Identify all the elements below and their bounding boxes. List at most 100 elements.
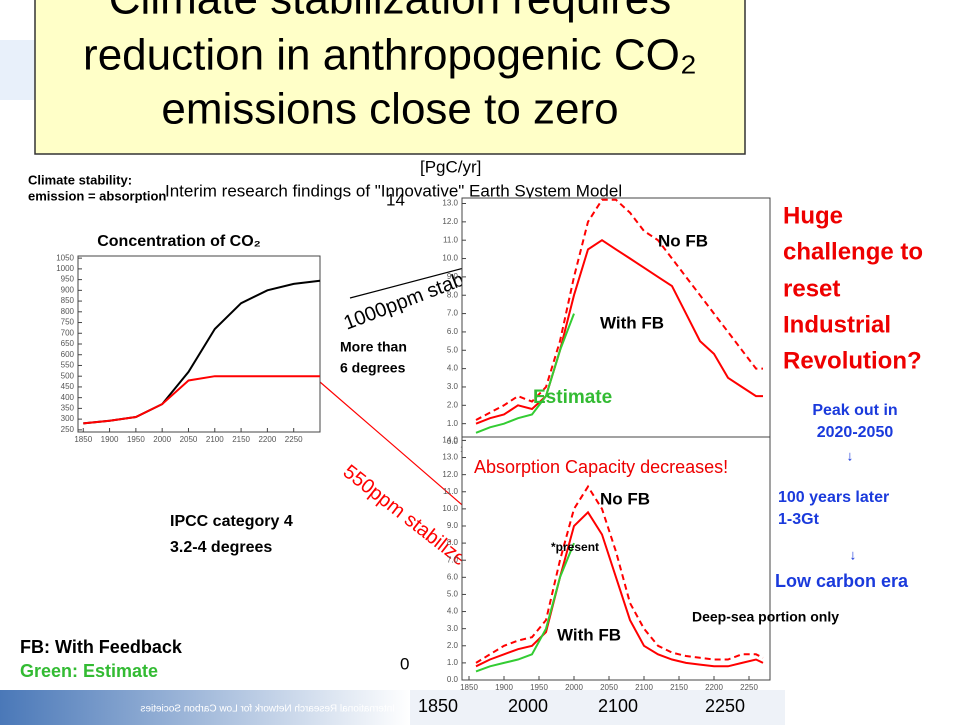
series-line — [475, 239, 763, 425]
series-line — [475, 542, 575, 673]
y-tick-label: 1.0 — [447, 658, 459, 667]
legend-note: FB: With Feedback — [20, 637, 183, 657]
challenge-line: Industrial — [783, 311, 891, 338]
y-tick-label: 3.0 — [447, 382, 459, 391]
y-tick-label: 13.0 — [442, 199, 458, 208]
chart-title: Concentration of CO₂ — [97, 233, 261, 250]
y-tick-label: 5.0 — [447, 345, 459, 354]
y-tick-label: 9.0 — [447, 521, 459, 530]
y-tick-label: 2.0 — [447, 641, 459, 650]
y-tick-label: 550 — [61, 361, 75, 370]
annotation: Deep-sea portion only — [692, 609, 839, 625]
ipcc-note: IPCC category 4 — [170, 513, 293, 530]
overlay-year: 2250 — [705, 696, 745, 716]
challenge-line: challenge to — [783, 238, 923, 265]
title-box — [34, 0, 746, 155]
x-tick-label: 2050 — [180, 435, 198, 444]
peak-line: ↓ — [847, 448, 854, 464]
y-tick-label: 2.0 — [447, 400, 459, 409]
overlay-year: 2000 — [508, 696, 548, 716]
challenge-line: Huge — [783, 202, 843, 229]
degree-note: 6 degrees — [340, 360, 406, 376]
title-line: Climate stabilization requires — [109, 0, 671, 24]
x-tick-label: 2150 — [670, 683, 688, 692]
peak-line: Peak out in — [812, 402, 897, 419]
x-tick-label: 2100 — [635, 683, 653, 692]
series-line — [475, 198, 763, 421]
y-tick-label: 12.0 — [442, 470, 458, 479]
series-line — [83, 375, 320, 425]
y-tick-label: 8.0 — [447, 290, 459, 299]
y-tick-label: 4.0 — [447, 607, 459, 616]
y-tick-label: 11.0 — [443, 235, 459, 244]
peak-line: ↓ — [850, 547, 857, 563]
note: emission = absorption — [28, 188, 166, 203]
y-tick-label: 3.0 — [447, 624, 459, 633]
y-tick-label: 900 — [61, 285, 75, 294]
unit-label: [PgC/yr] — [420, 157, 481, 176]
x-tick-label: 2250 — [740, 683, 758, 692]
x-tick-label: 2100 — [206, 435, 224, 444]
y-tick-label: 500 — [61, 371, 75, 380]
footer-bar — [0, 690, 410, 725]
peak: Peak out in 2020-2050 ↓ 100 years later … — [775, 402, 909, 591]
year-strip — [405, 690, 785, 725]
x-tick-label: 1900 — [495, 683, 513, 692]
degree-note: More than — [340, 339, 407, 355]
x-tick-label: 2200 — [705, 683, 723, 692]
y-tick-label: 11.0 — [443, 487, 459, 496]
y-tick-label: 5.0 — [447, 590, 459, 599]
peak-line: 100 years later — [778, 489, 889, 506]
x-tick-label: 2000 — [153, 435, 171, 444]
y-tick-label: 12.0 — [442, 217, 458, 226]
logo-bg — [0, 40, 40, 100]
y-tick-label: 8.0 — [447, 538, 459, 547]
ipcc-note: 3.2-4 degrees — [170, 539, 272, 556]
annotation: With FB — [557, 625, 621, 644]
title-line: emissions close to zero — [161, 85, 618, 134]
y-tick-label: 300 — [61, 414, 75, 423]
y-tick-label: 950 — [61, 275, 75, 284]
plot-frame — [77, 255, 321, 433]
y-tick-label: 4.0 — [447, 364, 459, 373]
y-tick-label: 350 — [61, 403, 75, 412]
x-tick-label: 1950 — [530, 683, 548, 692]
peak-line: Low carbon era — [775, 571, 909, 591]
challenge-line: Revolution? — [783, 347, 922, 374]
challenge-line: reset — [783, 275, 840, 302]
annotation: *present — [551, 540, 599, 554]
plot-frame — [461, 436, 771, 681]
overlay-year: 1850 — [418, 696, 458, 716]
overlay-label: 0 — [400, 654, 409, 673]
y-tick-label: 6.0 — [447, 327, 459, 336]
y-tick-label: 0.0 — [447, 675, 459, 684]
annotation: No FB — [658, 231, 708, 250]
series-line — [475, 484, 764, 664]
y-tick-label: 0.0 — [447, 437, 459, 446]
x-tick-label: 1950 — [127, 435, 145, 444]
x-tick-label: 1850 — [460, 683, 478, 692]
x-tick-label: 2150 — [232, 435, 250, 444]
y-tick-label: 750 — [61, 318, 75, 327]
y-tick-label: 850 — [61, 296, 75, 305]
y-tick-label: 1050 — [56, 253, 74, 262]
overlay-label: 14 — [386, 190, 405, 209]
x-tick-label: 1900 — [101, 435, 119, 444]
x-tick-label: 2050 — [600, 683, 618, 692]
y-tick-label: 1.0 — [447, 419, 459, 428]
y-tick-label: 650 — [61, 339, 75, 348]
y-tick-label: 600 — [61, 350, 75, 359]
annotation: Absorption Capacity decreases! — [474, 457, 728, 477]
annotation: No FB — [600, 489, 650, 508]
y-tick-label: 400 — [61, 393, 75, 402]
y-tick-label: 450 — [61, 382, 75, 391]
annotation: With FB — [600, 313, 664, 332]
series-line — [475, 510, 764, 668]
subtitle: Interim research findings of "Innovative… — [165, 181, 622, 200]
legend-note: Green: Estimate — [20, 661, 158, 681]
title-line: reduction in anthropogenic CO₂ — [83, 31, 697, 80]
y-tick-label: 13.0 — [442, 453, 458, 462]
x-tick-label: 1850 — [74, 435, 92, 444]
y-tick-label: 9.0 — [447, 272, 459, 281]
y-tick-label: 7.0 — [447, 555, 459, 564]
